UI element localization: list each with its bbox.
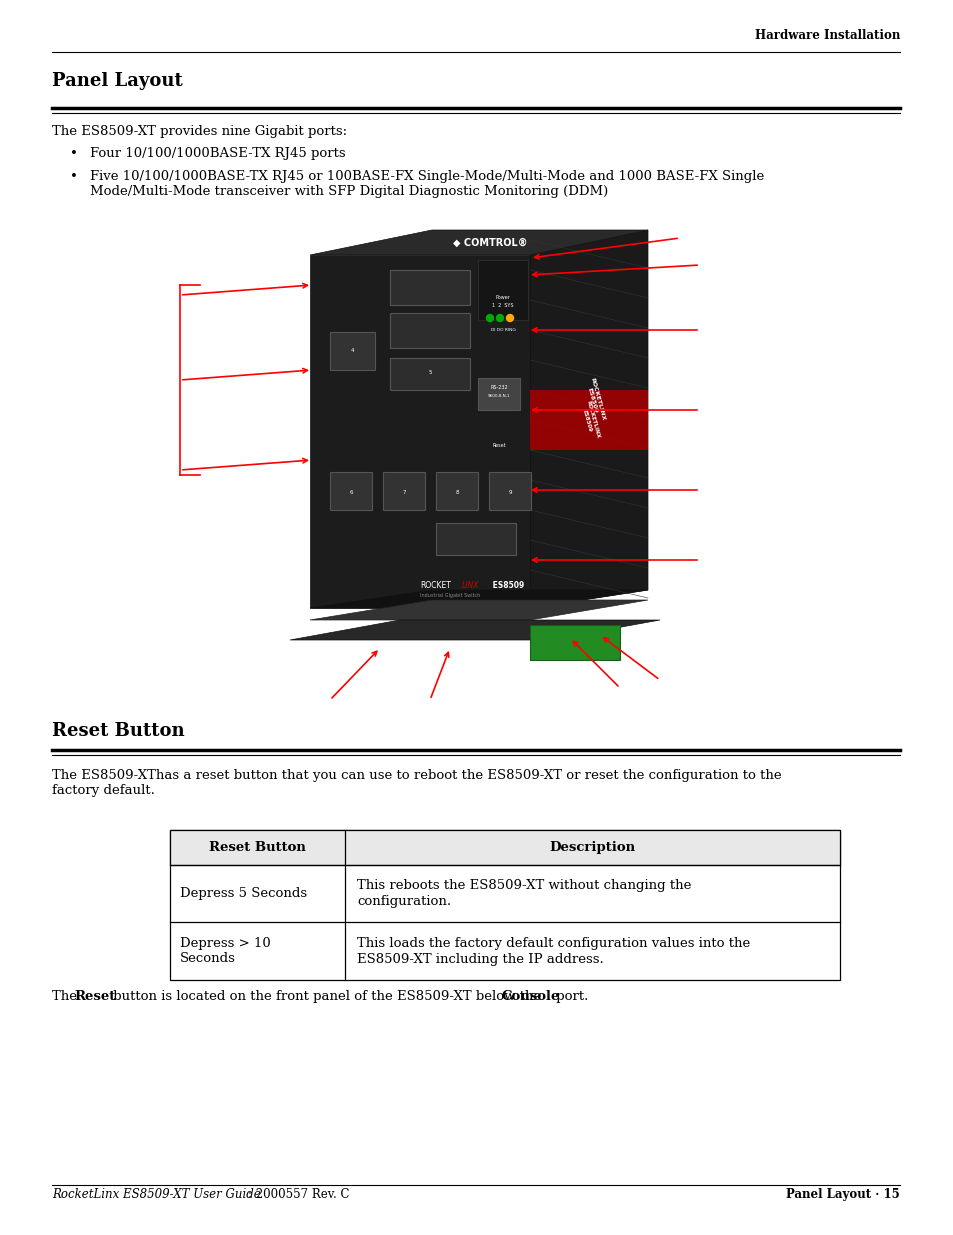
Text: •: • bbox=[70, 170, 78, 183]
Polygon shape bbox=[530, 230, 647, 608]
Text: This loads the factory default configuration values into the: This loads the factory default configura… bbox=[356, 936, 749, 950]
Text: Mode/Multi-Mode transceiver with SFP Digital Diagnostic Monitoring (DDM): Mode/Multi-Mode transceiver with SFP Dig… bbox=[90, 185, 608, 198]
Bar bbox=[390, 270, 470, 305]
Bar bbox=[390, 358, 470, 390]
Polygon shape bbox=[310, 230, 647, 254]
Bar bbox=[436, 472, 477, 510]
Text: Reset: Reset bbox=[492, 443, 505, 448]
Text: Depress 5 Seconds: Depress 5 Seconds bbox=[180, 887, 307, 900]
Bar bbox=[170, 830, 840, 981]
Text: •: • bbox=[70, 147, 78, 161]
Circle shape bbox=[496, 315, 503, 321]
Polygon shape bbox=[310, 600, 647, 620]
Text: Four 10/100/1000BASE-TX RJ45 ports: Four 10/100/1000BASE-TX RJ45 ports bbox=[90, 147, 345, 161]
Text: 9600,8,N,1: 9600,8,N,1 bbox=[487, 394, 510, 398]
Text: Reset: Reset bbox=[74, 990, 115, 1003]
Text: Industrial Gigabit Switch: Industrial Gigabit Switch bbox=[419, 593, 479, 598]
Bar bbox=[382, 472, 424, 510]
Bar bbox=[330, 332, 375, 370]
Text: 9: 9 bbox=[508, 490, 511, 495]
Bar bbox=[436, 522, 516, 555]
Text: RocketLinx ES8509-XT User Guide: RocketLinx ES8509-XT User Guide bbox=[52, 1188, 260, 1200]
Text: Reset Button: Reset Button bbox=[52, 722, 185, 740]
Text: Depress > 10: Depress > 10 bbox=[180, 936, 271, 950]
Text: Panel Layout: Panel Layout bbox=[52, 72, 183, 90]
Text: Hardware Installation: Hardware Installation bbox=[754, 28, 899, 42]
Text: 5: 5 bbox=[428, 370, 432, 375]
Text: configuration.: configuration. bbox=[356, 895, 451, 908]
Text: Description: Description bbox=[549, 841, 635, 853]
Text: ROCKET: ROCKET bbox=[419, 580, 451, 590]
Text: 4: 4 bbox=[350, 348, 354, 353]
Text: Five 10/100/1000BASE-TX RJ45 or 100BASE-FX Single-Mode/Multi-Mode and 1000 BASE-: Five 10/100/1000BASE-TX RJ45 or 100BASE-… bbox=[90, 170, 763, 183]
Bar bbox=[390, 312, 470, 348]
Text: Panel Layout · 15: Panel Layout · 15 bbox=[785, 1188, 899, 1200]
Bar bbox=[477, 378, 519, 410]
Text: ROCKETLINX
ES8509: ROCKETLINX ES8509 bbox=[583, 377, 605, 422]
Text: ES8509: ES8509 bbox=[490, 580, 524, 590]
Text: This reboots the ES8509-XT without changing the: This reboots the ES8509-XT without chang… bbox=[356, 879, 691, 892]
Bar bbox=[489, 472, 531, 510]
Text: 8: 8 bbox=[455, 490, 458, 495]
Text: LINX: LINX bbox=[461, 580, 479, 590]
Circle shape bbox=[486, 315, 493, 321]
Text: Seconds: Seconds bbox=[180, 952, 235, 966]
Text: factory default.: factory default. bbox=[52, 784, 154, 797]
Text: 6: 6 bbox=[349, 490, 353, 495]
Text: Reset Button: Reset Button bbox=[209, 841, 306, 853]
Bar bbox=[530, 625, 619, 659]
Text: 7: 7 bbox=[402, 490, 405, 495]
Text: The ES8509-XThas a reset button that you can use to reboot the ES8509-XT or rese: The ES8509-XThas a reset button that you… bbox=[52, 769, 781, 782]
Bar bbox=[170, 830, 840, 864]
Polygon shape bbox=[310, 254, 530, 608]
Circle shape bbox=[506, 315, 513, 321]
Text: : 2000557 Rev. C: : 2000557 Rev. C bbox=[248, 1188, 349, 1200]
Polygon shape bbox=[290, 620, 659, 640]
Bar bbox=[530, 390, 647, 450]
Text: 1  2  SYS: 1 2 SYS bbox=[492, 303, 514, 308]
Text: The ES8509-XT provides nine Gigabit ports:: The ES8509-XT provides nine Gigabit port… bbox=[52, 125, 347, 138]
Text: RS-232: RS-232 bbox=[490, 385, 507, 390]
Polygon shape bbox=[310, 590, 647, 608]
Text: ES8509-XT including the IP address.: ES8509-XT including the IP address. bbox=[356, 952, 603, 966]
Text: DI DO RING: DI DO RING bbox=[490, 329, 515, 332]
Bar bbox=[477, 261, 527, 320]
Bar bbox=[330, 472, 372, 510]
Text: port.: port. bbox=[552, 990, 588, 1003]
Text: The: The bbox=[52, 990, 81, 1003]
Text: ROCKETLINX
ES8509: ROCKETLINX ES8509 bbox=[579, 400, 599, 440]
Text: Console: Console bbox=[501, 990, 559, 1003]
Text: Power: Power bbox=[495, 295, 510, 300]
Text: ◆ COMTROL®: ◆ COMTROL® bbox=[453, 238, 527, 248]
Text: button is located on the front panel of the ES8509-XT below the: button is located on the front panel of … bbox=[109, 990, 545, 1003]
